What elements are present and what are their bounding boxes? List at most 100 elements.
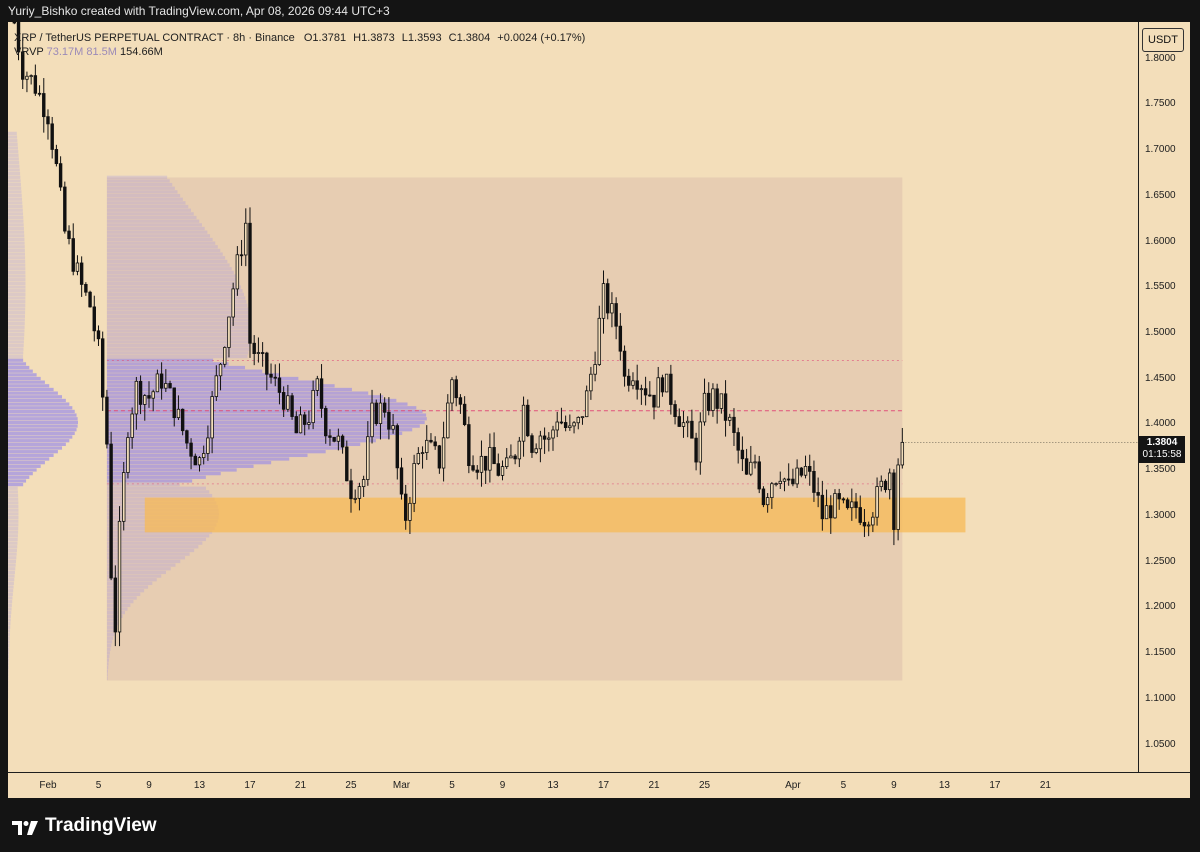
candle-body — [391, 425, 395, 430]
profile-bar — [106, 563, 176, 567]
left-profile-bar — [8, 190, 22, 194]
candle-body — [816, 492, 820, 496]
left-profile-bar — [8, 281, 26, 286]
candle-body — [589, 373, 593, 392]
left-profile-bar — [8, 248, 25, 253]
candle-body — [719, 393, 724, 409]
candle-body — [155, 373, 160, 393]
left-profile-bar — [8, 259, 26, 264]
candle-body — [467, 424, 471, 466]
left-profile-bar — [8, 142, 18, 146]
candle-body — [631, 380, 635, 386]
profile-bar — [106, 303, 248, 307]
candle-body — [109, 443, 113, 579]
profile-bar — [106, 479, 193, 483]
candle-body — [307, 422, 311, 425]
left-profile-bar — [8, 175, 21, 179]
left-profile-bar — [8, 651, 10, 655]
left-profile-bar — [8, 464, 41, 468]
indicator-legend-row[interactable]: VRVP 73.17M 81.5M 154.66M — [14, 45, 589, 59]
candle-body — [803, 466, 808, 476]
candle-body — [786, 478, 791, 481]
candle-body — [336, 435, 341, 442]
footer-bar: TradingView — [0, 798, 1200, 852]
candle-body — [795, 467, 799, 485]
candle-body — [79, 262, 84, 285]
profile-bar — [106, 182, 173, 187]
candle-body — [54, 149, 59, 165]
candle-body — [256, 352, 261, 354]
profile-bar — [106, 259, 228, 264]
candle-body — [593, 364, 597, 375]
left-profile-bar — [8, 234, 25, 238]
candle-body — [12, 22, 17, 24]
candle-body — [277, 377, 282, 393]
left-profile-bar — [8, 479, 27, 483]
tradingview-logo[interactable]: TradingView — [12, 815, 157, 837]
left-profile-bar — [8, 534, 18, 538]
profile-bar — [106, 453, 308, 457]
left-profile-bar — [8, 164, 20, 168]
time-tick: 17 — [597, 780, 610, 791]
candle-body — [223, 347, 227, 365]
profile-bar — [106, 428, 413, 432]
left-profile-bar — [8, 665, 9, 670]
indicator-name[interactable]: VRVP — [14, 46, 44, 58]
left-profile-bar — [8, 625, 11, 629]
candle-body — [685, 420, 690, 424]
profile-bar — [106, 285, 242, 289]
profile-bar — [106, 270, 234, 275]
candle-body — [273, 376, 277, 379]
left-profile-bar — [8, 332, 25, 337]
chart-plot-area[interactable]: XRP / TetherUS PERPETUAL CONTRACT · 8h ·… — [8, 22, 1138, 772]
price-tick: 1.3000 — [1145, 509, 1176, 521]
profile-bar — [106, 318, 251, 322]
profile-bar — [106, 212, 194, 216]
symbol-title[interactable]: XRP / TetherUS PERPETUAL CONTRACT · 8h ·… — [14, 32, 295, 44]
left-profile-bar — [8, 643, 10, 648]
candle-body — [328, 435, 332, 438]
price-tick: 1.3500 — [1145, 464, 1176, 476]
profile-bar — [106, 581, 153, 586]
candle-body — [635, 380, 639, 390]
candle-body — [837, 493, 841, 500]
left-profile-bar — [8, 391, 58, 395]
left-profile-bar — [8, 139, 18, 143]
profile-bar — [106, 245, 218, 249]
left-profile-bar — [8, 311, 26, 315]
candle-body — [471, 465, 475, 471]
bar-countdown: 01:15:58 — [1142, 449, 1182, 460]
candle-body — [875, 486, 879, 518]
price-chart[interactable] — [8, 22, 1138, 772]
time-tick: 5 — [95, 780, 102, 791]
profile-bar — [106, 442, 361, 446]
legend-high: H1.3873 — [353, 32, 395, 44]
currency-button[interactable]: USDT — [1142, 28, 1184, 52]
candle-body — [227, 316, 231, 348]
chart-legend[interactable]: XRP / TetherUS PERPETUAL CONTRACT · 8h ·… — [14, 31, 589, 59]
candle-body — [172, 387, 176, 419]
time-tick: 9 — [499, 780, 506, 791]
symbol-legend-row[interactable]: XRP / TetherUS PERPETUAL CONTRACT · 8h ·… — [14, 31, 589, 45]
price-tick: 1.2500 — [1145, 555, 1176, 567]
profile-bar — [106, 556, 186, 560]
candle-body — [808, 466, 812, 472]
profile-bar — [106, 336, 251, 340]
candle-body — [193, 455, 197, 466]
candle-body — [143, 395, 147, 405]
candle-body — [260, 352, 265, 354]
profile-bar — [106, 256, 226, 260]
left-profile-bar — [8, 446, 63, 450]
candle-body — [833, 493, 837, 519]
profile-bar — [106, 424, 420, 428]
profile-bar — [106, 541, 203, 545]
price-axis[interactable]: 1.8000 1.7500 1.7000 1.6500 1.6000 1.5500 1.50… — [1138, 22, 1190, 772]
candle-body — [744, 458, 749, 475]
profile-bar — [106, 263, 230, 267]
time-axis[interactable]: Feb 5 9 13 17 21 25 Mar 5 9 13 17 21 25 Apr 5 9 13 17 21 — [8, 772, 1190, 798]
left-profile-bar — [8, 504, 19, 509]
profile-bar — [106, 369, 263, 373]
candle-body — [50, 123, 54, 150]
candle-body — [25, 75, 29, 80]
left-profile-bar — [8, 530, 19, 534]
